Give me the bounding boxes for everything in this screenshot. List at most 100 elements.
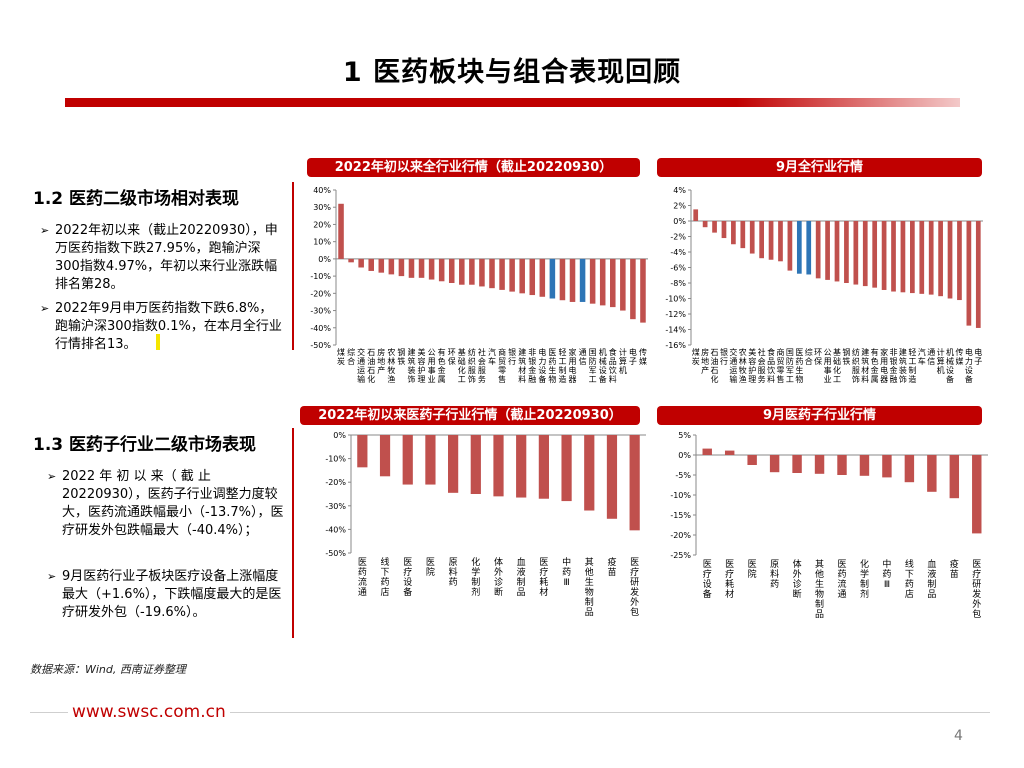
bar: [584, 435, 595, 511]
category-label: 商贸零售: [498, 347, 506, 384]
divider-line: [292, 182, 294, 350]
bar: [712, 221, 717, 233]
bullet-arrow-icon: ➢: [40, 302, 50, 315]
category-label: 医疗研发外包: [630, 557, 639, 618]
bar: [792, 455, 802, 473]
category-label: 医疗研发外包: [972, 559, 981, 620]
footer-line: [30, 712, 990, 713]
category-label: 农林牧渔: [739, 347, 747, 384]
bar: [806, 221, 812, 275]
bar: [814, 455, 825, 474]
category-label: 有色金属: [438, 347, 446, 384]
chart-industry-sep: 4% 2% 0% -2% -4% -6% -8% -10% -12% -14% -16% 煤炭房地产石…: [665, 186, 983, 384]
page-title: 1 医药板块与组合表现回顾: [342, 57, 682, 88]
bar: [559, 258, 566, 301]
chart-header-industry-ytd: 2022年初以来全行业行情（截止20220930）: [307, 158, 640, 177]
y-tick-label: -50%: [325, 549, 346, 558]
bar: [815, 221, 821, 279]
category-label: 综合: [805, 347, 813, 366]
category-label: 纺织服饰: [852, 347, 860, 384]
bar: [702, 448, 712, 455]
category-label: 食品饮料: [767, 347, 775, 384]
bullet-arrow-icon: ➢: [47, 470, 57, 483]
chart-header-industry-sep: 9月全行业行情: [657, 158, 982, 177]
category-label: 公用事业: [428, 348, 436, 384]
category-label: 机械设备: [946, 347, 954, 384]
bar: [881, 221, 887, 290]
category-label: 银行: [720, 347, 728, 366]
bar: [900, 221, 906, 293]
bar: [489, 258, 495, 289]
category-label: 医疗耗材: [539, 557, 548, 598]
category-label: 电力设备: [538, 347, 546, 384]
category-label: 建筑材料: [861, 347, 869, 384]
bar: [759, 221, 764, 259]
data-source-note: 数据来源：Wind, 西南证券整理: [30, 663, 186, 676]
bullet-1-3-b: ➢ 9月医药行业子板块医疗设备上涨幅度最大（+1.6%），下跌幅度最大的是医疗研…: [47, 568, 287, 640]
bar: [529, 258, 536, 296]
bullet-arrow-icon: ➢: [47, 570, 57, 583]
bar: [549, 258, 556, 299]
bullet-1-2-b: ➢ 2022年9月申万医药指数下跌6.8%，跑输沪深300指数0.1%，在本月全…: [40, 300, 286, 354]
category-label: 非银金融: [890, 347, 898, 384]
bar: [357, 435, 368, 468]
bar: [402, 435, 413, 485]
bar: [947, 221, 953, 299]
page-number: 4: [954, 728, 963, 744]
bar: [610, 258, 616, 308]
category-label: 线下药店: [905, 558, 914, 600]
bar: [438, 258, 445, 282]
category-label: 汽车: [918, 347, 926, 366]
bar: [768, 221, 774, 260]
bar: [957, 221, 962, 301]
category-label: 社会服务: [758, 347, 766, 384]
bullet-arrow-icon: ➢: [40, 224, 50, 237]
y-tick-label: 4%: [673, 186, 686, 195]
bullet-text: 2022年初以来（截止20220930），申万医药指数下跌27.95%，跑输沪深…: [55, 223, 278, 292]
bar: [509, 258, 515, 292]
bar: [693, 209, 699, 221]
bar: [418, 258, 425, 278]
bar: [749, 221, 755, 254]
category-label: 煤炭: [692, 347, 700, 366]
bar: [640, 258, 646, 323]
category-label: 通信: [579, 347, 587, 366]
category-label: 环保: [448, 348, 456, 366]
category-label: 石油石化: [367, 348, 375, 384]
y-tick-label: 40%: [313, 186, 331, 195]
bar: [589, 258, 596, 304]
category-label: 医药流通: [837, 559, 846, 600]
y-tick-label: -12%: [665, 310, 686, 319]
category-label: 电子: [974, 347, 982, 366]
category-label: 建筑装饰: [899, 347, 907, 384]
bar: [721, 221, 727, 239]
y-tick-label: -20%: [670, 531, 691, 540]
category-label: 非银金融: [528, 347, 536, 384]
bullet-text: 2022 年 初 以 来（ 截 止 20220930），医药子行业调整力度较大，…: [62, 469, 284, 538]
bar: [538, 435, 549, 499]
footer-url-link[interactable]: www.swsc.com.cn: [68, 702, 230, 722]
category-label: 线下药店: [381, 556, 390, 598]
bar: [928, 221, 934, 295]
category-label: 美容护理: [748, 347, 756, 384]
bullet-text: 9月医药行业子板块医疗设备上涨幅度最大（+1.6%），下跌幅度最大的是医疗研发外…: [62, 569, 282, 620]
bar: [338, 203, 344, 259]
y-tick-label: 0%: [673, 217, 686, 226]
y-tick-label: 2%: [673, 202, 686, 211]
bar: [891, 221, 896, 292]
bar: [479, 258, 485, 287]
category-label: 化学制剂: [471, 556, 480, 598]
bar: [448, 435, 459, 493]
category-label: 体外诊断: [793, 558, 802, 600]
y-tick-label: 0%: [318, 255, 331, 264]
bar: [972, 455, 982, 534]
category-label: 美容护理: [418, 347, 426, 384]
bar: [398, 258, 405, 277]
y-tick-label: -8%: [670, 279, 686, 288]
category-label: 医疗耗材: [725, 559, 734, 600]
category-label: 中药 Ⅲ: [882, 558, 891, 590]
category-label: 交通运输: [357, 347, 365, 384]
y-tick-label: -25%: [670, 551, 691, 560]
bar: [834, 221, 840, 282]
bar: [448, 258, 455, 283]
